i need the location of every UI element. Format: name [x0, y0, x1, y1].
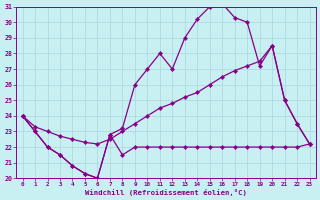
X-axis label: Windchill (Refroidissement éolien,°C): Windchill (Refroidissement éolien,°C) — [85, 189, 247, 196]
